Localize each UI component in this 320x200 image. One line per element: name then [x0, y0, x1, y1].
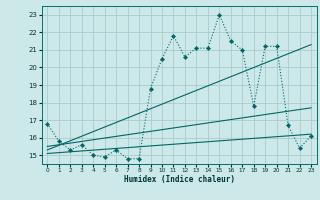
- X-axis label: Humidex (Indice chaleur): Humidex (Indice chaleur): [124, 175, 235, 184]
